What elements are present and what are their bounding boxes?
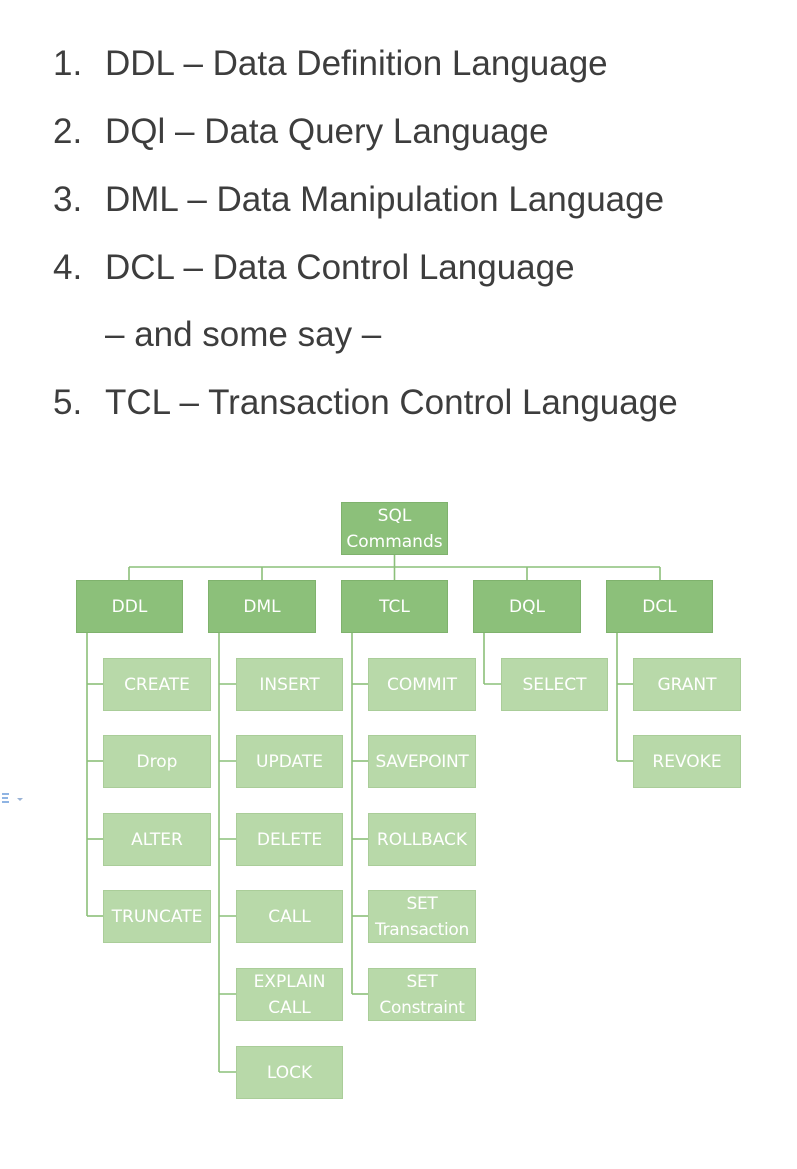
node-label: GRANT bbox=[657, 674, 717, 695]
leaf-node-drop: Drop bbox=[103, 735, 211, 788]
list-number: 1. bbox=[53, 44, 83, 83]
leaf-node-update: UPDATE bbox=[236, 735, 343, 788]
node-label: CALL bbox=[268, 906, 311, 927]
list-number: 2. bbox=[53, 112, 83, 151]
leaf-node-create: CREATE bbox=[103, 658, 211, 711]
node-label: TCL bbox=[379, 596, 410, 617]
node-label: EXPLAIN bbox=[253, 971, 326, 992]
list-text: TCL – Transaction Control Language bbox=[105, 383, 678, 422]
node-label: Transaction bbox=[375, 919, 469, 940]
node-label: ROLLBACK bbox=[376, 829, 468, 850]
leaf-node-insert: INSERT bbox=[236, 658, 343, 711]
node-label: ALTER bbox=[131, 829, 183, 850]
node-label: CREATE bbox=[124, 674, 190, 695]
leaf-node-delete: DELETE bbox=[236, 813, 343, 866]
node-label: Drop bbox=[136, 751, 178, 772]
category-node-dml: DML bbox=[208, 580, 316, 633]
leaf-node-truncate: TRUNCATE bbox=[103, 890, 211, 943]
node-label: SELECT bbox=[522, 674, 587, 695]
leaf-node-savepoint: SAVEPOINT bbox=[368, 735, 476, 788]
leaf-node-lock: LOCK bbox=[236, 1046, 343, 1099]
leaf-node-alter: ALTER bbox=[103, 813, 211, 866]
node-label: Commands bbox=[346, 531, 443, 552]
category-node-tcl: TCL bbox=[341, 580, 448, 633]
leaf-node-set-transaction: SET Transaction bbox=[368, 890, 476, 943]
leaf-node-commit: COMMIT bbox=[368, 658, 476, 711]
node-label: SQL bbox=[377, 505, 412, 526]
category-node-dql: DQL bbox=[473, 580, 581, 633]
node-label: DQL bbox=[509, 596, 545, 617]
node-label: SET bbox=[406, 971, 438, 992]
leaf-node-call: CALL bbox=[236, 890, 343, 943]
list-number: 5. bbox=[53, 383, 83, 422]
root-node-sql-commands: SQL Commands bbox=[341, 502, 448, 555]
node-label: INSERT bbox=[259, 674, 320, 695]
node-label: SAVEPOINT bbox=[375, 751, 469, 772]
node-label: LOCK bbox=[266, 1062, 313, 1083]
leaf-node-set-constraint: SET Constraint bbox=[368, 968, 476, 1021]
node-label: DDL bbox=[111, 596, 148, 617]
node-label: REVOKE bbox=[652, 751, 722, 772]
category-node-ddl: DDL bbox=[76, 580, 183, 633]
leaf-node-select: SELECT bbox=[501, 658, 608, 711]
list-text: – and some say – bbox=[105, 315, 382, 354]
resize-handle-icon bbox=[0, 790, 26, 810]
list-number: 3. bbox=[53, 180, 83, 219]
list-text: DDL – Data Definition Language bbox=[105, 44, 608, 83]
list-text: DQl – Data Query Language bbox=[105, 112, 549, 151]
node-label: CALL bbox=[268, 997, 311, 1018]
node-label: DML bbox=[243, 596, 281, 617]
node-label: DELETE bbox=[256, 829, 323, 850]
category-node-dcl: DCL bbox=[606, 580, 713, 633]
leaf-node-rollback: ROLLBACK bbox=[368, 813, 476, 866]
list-text: DML – Data Manipulation Language bbox=[105, 180, 665, 219]
list-number: 4. bbox=[53, 248, 83, 287]
leaf-node-revoke: REVOKE bbox=[633, 735, 741, 788]
leaf-node-explain-call: EXPLAIN CALL bbox=[236, 968, 343, 1021]
node-label: Constraint bbox=[379, 997, 465, 1018]
node-label: SET bbox=[406, 893, 438, 914]
node-label: TRUNCATE bbox=[111, 906, 203, 927]
node-label: COMMIT bbox=[387, 674, 457, 695]
node-label: UPDATE bbox=[256, 751, 323, 772]
leaf-node-grant: GRANT bbox=[633, 658, 741, 711]
sql-language-list: 1. DDL – Data Definition Language 2. DQl… bbox=[0, 0, 797, 440]
node-label: DCL bbox=[642, 596, 677, 617]
list-text: DCL – Data Control Language bbox=[105, 248, 575, 287]
